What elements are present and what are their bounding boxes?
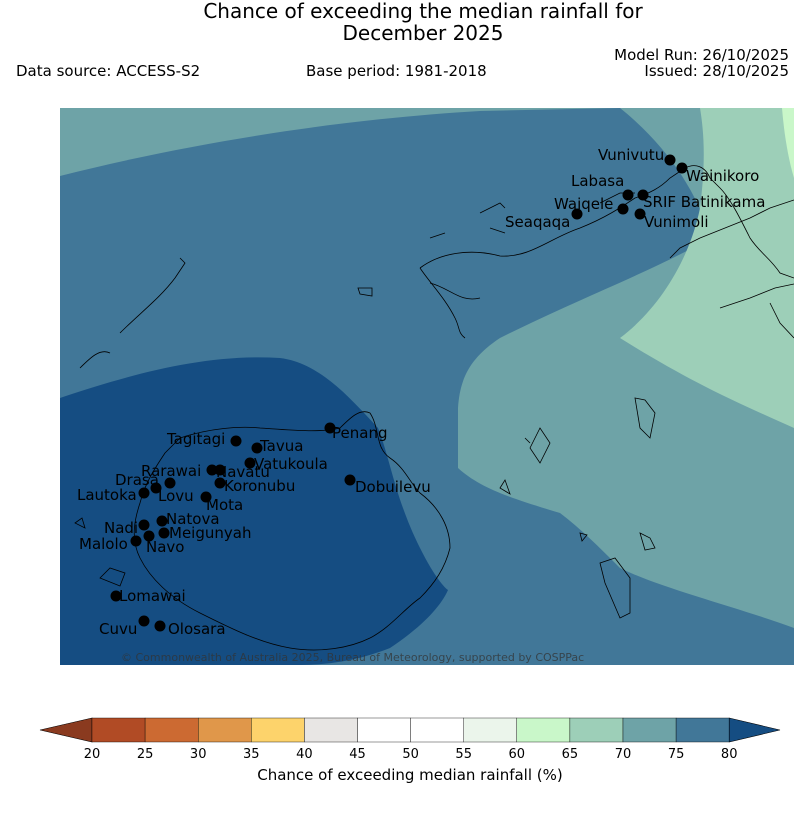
station-marker-seaqaqa [571,208,583,220]
station-marker-dobuilevu [344,474,356,486]
station-marker-penang [324,422,336,434]
zone-65-70 [620,108,794,428]
station-marker-labasa [622,189,634,201]
station-label-dobuilevu: Dobuilevu [355,478,431,496]
station-label-srif-batinikama: SRIF Batinikama [643,193,765,211]
station-markers: Vunivutu Wainikoro Labasa SRIF Batinikama Wa… [77,146,765,638]
zone-above-80 [60,357,448,665]
copyright-text: © Commonwealth of Australia 2025, Bureau… [121,651,584,664]
map-title-line-1: Chance of exceeding the median rainfall … [203,0,643,23]
data-source-label: Data source: ACCESS-S2 [16,62,201,80]
station-marker-tavua [251,442,263,454]
station-marker-navo [143,530,155,542]
station-label-olosara: Olosara [168,620,226,638]
station-label-koronubu: Koronubu [224,477,295,495]
issued-label: Issued: 28/10/2025 [644,62,789,80]
station-marker-rarawai [206,464,218,476]
station-marker-cuvu [138,615,150,627]
colorbar-tick-label: 75 [668,747,685,762]
colorbar-tick-label: 80 [721,747,738,762]
station-label-tagitagi: Tagitagi [166,430,225,448]
station-label-mota: Mota [206,496,243,514]
colorbar-cell [516,717,571,743]
station-label-navatu: Navatu [216,463,270,481]
station-marker-waiqele [617,203,629,215]
colorbar-tick-label: 25 [137,747,154,762]
station-marker-lovu [150,482,162,494]
colorbar-cell [357,717,411,743]
colorbar-cell [304,717,358,743]
station-marker-lautoka [138,487,150,499]
station-label-meigunyah: Meigunyah [169,524,251,542]
rainfall-map: Vunivutu Wainikoro Labasa SRIF Batinikama Wa… [60,108,794,665]
station-label-seaqaqa: Seaqaqa [505,213,570,231]
station-label-wainikoro: Wainikoro [686,167,759,185]
station-label-vunimoli: Vunimoli [644,213,709,231]
colorbar-tick-label: 55 [455,747,472,762]
station-label-tavua: Tavua [259,437,303,455]
zone-60-65 [782,108,794,178]
station-label-malolo: Malolo [79,535,128,553]
station-label-penang: Penang [332,424,387,442]
station-label-rarawai: Rarawai [141,462,201,480]
colorbar-cell [675,717,730,743]
colorbar-cell [251,717,305,743]
colorbar-extend-low [39,717,93,743]
station-label-lautoka: Lautoka [77,486,137,504]
station-marker-mota [200,491,212,503]
colorbar-cell [197,717,252,743]
station-marker-drasa [164,477,176,489]
coastlines [74,165,794,651]
colorbar-tick-label: 60 [509,747,526,762]
colorbar-label: Chance of exceeding median rainfall (%) [257,766,562,784]
station-label-vatukoula: Vatukoula [254,455,328,473]
station-marker-vatukoula [244,457,256,469]
model-run-label: Model Run: 26/10/2025 [614,46,789,64]
colorbar-cell [410,717,464,743]
station-marker-meigunyah [158,527,170,539]
station-marker-navatu [214,464,226,476]
station-label-lomawai: Lomawai [119,587,186,605]
colorbar-tick-label: 65 [562,747,579,762]
colorbar: 20 25 30 35 40 45 50 55 60 65 70 75 80 Chance of exc… [39,717,781,784]
station-label-cuvu: Cuvu [99,620,137,638]
station-marker-olosara [154,620,166,632]
station-marker-tagitagi [230,435,242,447]
colorbar-cell [144,717,199,743]
station-marker-lomawai [110,590,122,602]
colorbar-tick-label: 40 [296,747,313,762]
colorbar-tick-label: 70 [615,747,632,762]
colorbar-tick-label: 30 [190,747,207,762]
colorbar-tick-label: 20 [84,747,101,762]
colorbar-cell [463,717,518,743]
station-marker-vunimoli [634,208,646,220]
station-label-labasa: Labasa [571,172,624,190]
station-marker-natova [156,515,168,527]
station-label-nadi: Nadi [104,519,138,537]
colorbar-tick-label: 45 [349,747,366,762]
station-label-navo: Navo [146,538,184,556]
station-label-waiqele: Waiqele [554,195,613,213]
colorbar-cell [569,717,624,743]
station-label-vunivutu: Vunivutu [598,146,664,164]
station-label-natova: Natova [166,510,220,528]
station-marker-nadi [138,519,150,531]
map-title-line-2: December 2025 [342,21,504,45]
station-marker-koronubu [214,477,226,489]
station-marker-malolo [130,535,142,547]
colorbar-tick-label: 50 [402,747,419,762]
station-marker-wainikoro [676,162,688,174]
colorbar-cell [91,717,146,743]
station-label-lovu: Lovu [158,487,194,505]
colorbar-tick-label: 35 [243,747,260,762]
colorbar-extend-high [728,717,781,743]
station-label-drasa: Drasa [115,471,159,489]
colorbar-cell [622,717,677,743]
base-period-label: Base period: 1981-2018 [306,62,487,80]
station-marker-vunivutu [664,154,676,166]
station-marker-srif-batinikama [637,189,649,201]
